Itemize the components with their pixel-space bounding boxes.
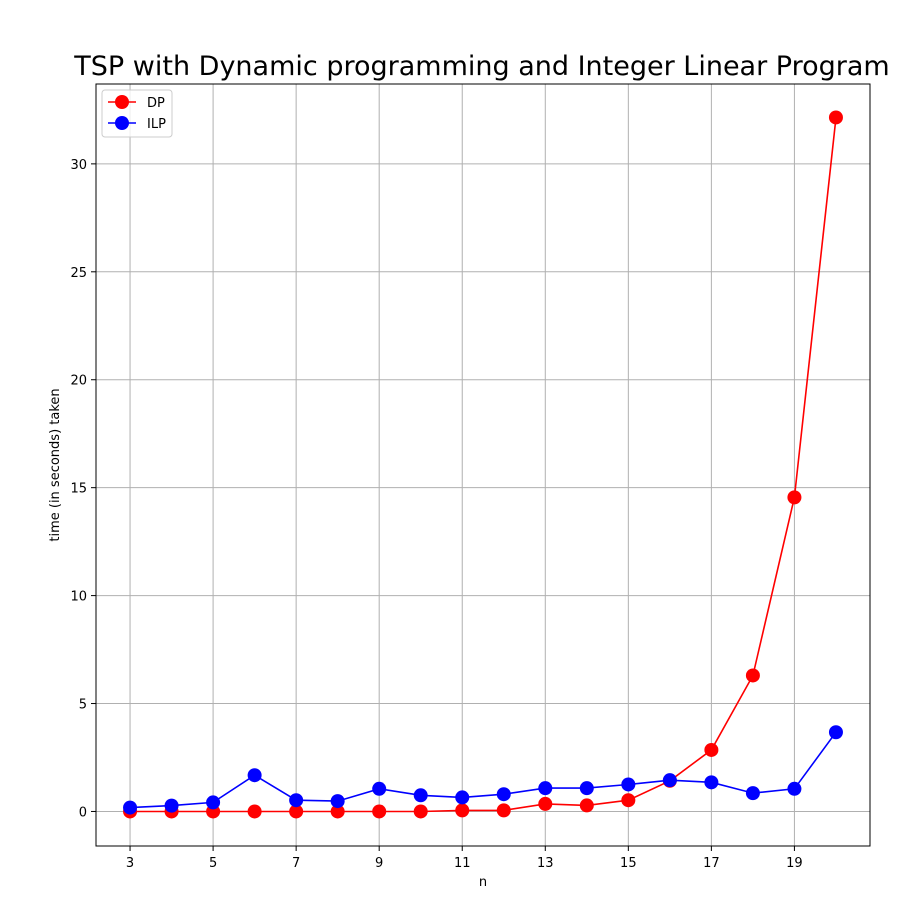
legend-label-dp: DP: [147, 96, 165, 111]
legend-marker-ilp: [115, 116, 129, 130]
data-point-ilp: [330, 794, 345, 809]
x-tick-label: 7: [292, 856, 300, 871]
legend-marker-dp: [115, 95, 129, 109]
x-axis-ticks: 3 5 7 9 11 13 15 17 19: [126, 846, 803, 871]
data-point-ilp: [247, 768, 262, 783]
y-tick-label: 25: [70, 266, 87, 281]
data-point-ilp: [538, 781, 553, 796]
plot-area: [123, 110, 843, 819]
x-tick-label: 5: [209, 856, 217, 871]
data-point-ilp: [745, 786, 760, 801]
x-tick-label: 11: [454, 856, 471, 871]
data-point-dp: [372, 804, 387, 819]
data-point-ilp: [579, 781, 594, 796]
data-point-dp: [330, 804, 345, 819]
y-tick-label: 15: [70, 482, 87, 497]
series-dp: [123, 110, 843, 819]
data-point-dp: [247, 804, 262, 819]
y-axis-label: time (in seconds) taken: [48, 388, 63, 541]
y-tick-label: 0: [79, 805, 87, 820]
data-point-ilp: [662, 773, 677, 788]
y-tick-label: 20: [70, 374, 87, 389]
y-axis-ticks: 0 5 10 15 20 25 30: [70, 158, 96, 820]
data-point-dp: [579, 798, 594, 813]
x-tick-label: 15: [620, 856, 637, 871]
x-tick-label: 19: [786, 856, 803, 871]
x-tick-label: 3: [126, 856, 134, 871]
series-dp-line: [130, 117, 837, 813]
y-tick-label: 5: [79, 698, 87, 713]
series-ilp: [123, 725, 843, 815]
y-tick-label: 30: [70, 158, 87, 173]
series-ilp-line: [129, 731, 837, 809]
y-tick-label: 10: [70, 590, 87, 605]
data-point-ilp: [496, 787, 511, 802]
data-point-ilp: [206, 795, 221, 810]
x-tick-label: 9: [375, 856, 383, 871]
x-tick-label: 13: [537, 856, 554, 871]
data-point-ilp: [123, 800, 138, 815]
data-point-dp: [455, 803, 470, 818]
legend-label-ilp: ILP: [147, 117, 166, 132]
data-point-ilp: [787, 781, 802, 796]
data-point-dp: [704, 742, 719, 757]
data-point-dp: [828, 110, 843, 125]
data-point-dp: [787, 490, 802, 505]
data-point-dp: [745, 668, 760, 683]
data-point-dp: [289, 804, 304, 819]
data-point-ilp: [455, 790, 470, 805]
x-tick-label: 17: [703, 856, 720, 871]
axes-frame: [95, 83, 871, 847]
data-point-ilp: [828, 725, 843, 740]
data-point-ilp: [164, 798, 179, 813]
chart-title: TSP with Dynamic programming and Integer…: [73, 51, 889, 82]
data-point-ilp: [413, 788, 428, 803]
data-point-dp: [538, 796, 553, 811]
data-point-dp: [413, 804, 428, 819]
data-point-ilp: [372, 781, 387, 796]
data-point-ilp: [704, 775, 719, 790]
data-point-dp: [496, 803, 511, 818]
x-axis-label: n: [479, 875, 487, 890]
grid: [96, 84, 870, 846]
legend: DP ILP: [101, 89, 173, 138]
data-point-ilp: [289, 793, 304, 808]
data-point-ilp: [621, 777, 636, 792]
data-point-dp: [621, 793, 636, 808]
